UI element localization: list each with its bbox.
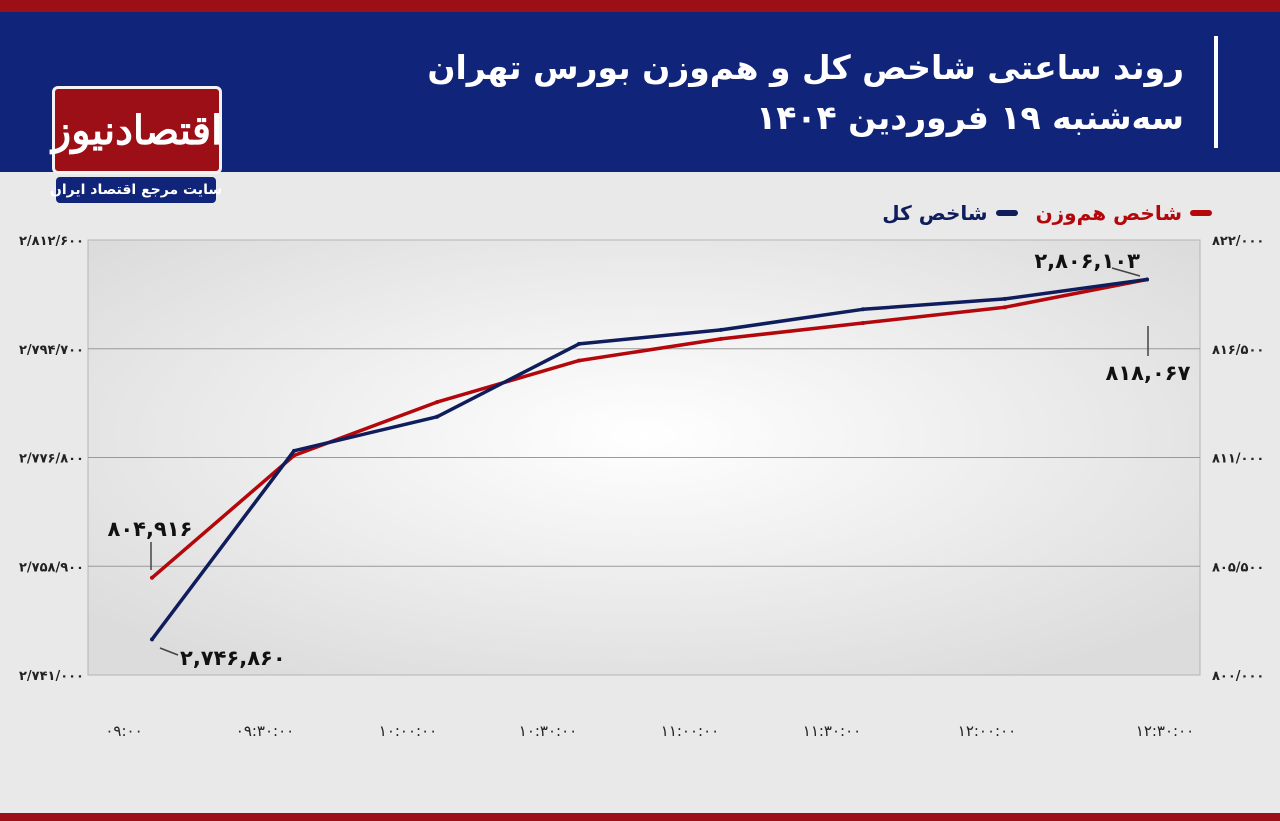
data-point (1145, 277, 1149, 282)
x-tick-label: ۱۰:۳۰:۰۰ (519, 722, 577, 740)
top-accent-strip (0, 0, 1280, 12)
bottom-accent-strip (0, 813, 1280, 821)
x-tick-label: ۰۹:۳۰:۰۰ (236, 722, 294, 740)
y-left-tick-label: ۲/۸۱۲/۶۰۰ (19, 234, 84, 249)
data-point (1003, 296, 1007, 301)
y-left-tick-label: ۲/۷۵۸/۹۰۰ (19, 560, 84, 575)
annotation-leader (1111, 267, 1141, 277)
data-point (435, 400, 439, 405)
y-left-tick-label: ۲/۷۹۴/۷۰۰ (19, 343, 84, 358)
logo-text: اقتصادنیوز (51, 106, 223, 154)
data-point (861, 307, 865, 312)
y-left-tick-label: ۲/۷۷۶/۸۰۰ (19, 452, 84, 467)
grid-lines (88, 348, 1200, 567)
data-point (577, 358, 581, 363)
brand-logo: اقتصادنیوز (52, 86, 222, 174)
x-tick-label: ۱۱:۰۰:۰۰ (661, 722, 719, 740)
title-divider (1214, 36, 1218, 148)
data-point (1003, 305, 1007, 310)
y-right-tick-label: ۸۰۰/۰۰۰ (1212, 669, 1264, 684)
data-point (719, 327, 723, 332)
data-point (292, 448, 296, 453)
brand-tagline: سایت مرجع اقتصاد ایران (50, 177, 222, 203)
legend-label-total-index: شاخص کل (882, 201, 988, 225)
chart-legend: شاخص هم‌وزن شاخص کل (882, 201, 1212, 225)
y-right-tick-label: ۸۱۱/۰۰۰ (1212, 452, 1264, 467)
legend-item-total-index: شاخص کل (882, 201, 1018, 225)
data-point (719, 336, 723, 341)
legend-swatch-total-index (995, 210, 1018, 216)
x-tick-label: ۱۲:۰۰:۰۰ (958, 722, 1016, 740)
total-index-line (150, 277, 1149, 642)
data-label: ۸۱۸,۰۶۷ (1106, 361, 1191, 385)
data-point (577, 341, 581, 346)
data-point (435, 414, 439, 419)
x-tick-label: ۰۹:۰۰ (105, 722, 142, 740)
y-right-tick-label: ۸۲۲/۰۰۰ (1212, 234, 1264, 249)
data-point (150, 637, 154, 642)
data-label: ۲,۷۴۶,۸۶۰ (180, 646, 286, 670)
annotation-leader (159, 647, 179, 656)
data-annotations: ۲,۷۴۶,۸۶۰ ۲,۸۰۶,۱۰۳ ۸۰۴,۹۱۶ ۸۱۸,۰۶۷ (108, 249, 1191, 670)
x-tick-label: ۱۲:۳۰:۰۰ (1136, 722, 1194, 740)
x-tick-label: ۱۱:۳۰:۰۰ (803, 722, 861, 740)
legend-label-equal-weight: شاخص هم‌وزن (1035, 201, 1182, 225)
page-subtitle: سه‌شنبه ۱۹ فروردین ۱۴۰۴ (756, 98, 1184, 137)
legend-item-equal-weight: شاخص هم‌وزن (1036, 201, 1212, 225)
x-axis-ticks: ۰۹:۰۰ ۰۹:۳۰:۰۰ ۱۰:۰۰:۰۰ ۱۰:۳۰:۰۰ ۱۱:۰۰:۰۰ ۱۱:… (105, 722, 1194, 740)
y-right-tick-label: ۸۱۶/۵۰۰ (1212, 343, 1264, 358)
data-label: ۲,۸۰۶,۱۰۳ (1034, 249, 1140, 273)
right-axis-ticks: ۸۰۰/۰۰۰ ۸۰۵/۵۰۰ ۸۱۱/۰۰۰ ۸۱۶/۵۰۰ ۸۲۲/۰۰۰ (1212, 234, 1264, 684)
page-title: روند ساعتی شاخص کل و هم‌وزن بورس تهران (427, 48, 1184, 87)
data-point (861, 321, 865, 326)
y-right-tick-label: ۸۰۵/۵۰۰ (1212, 560, 1264, 575)
x-tick-label: ۱۰:۰۰:۰۰ (379, 722, 437, 740)
y-left-tick-label: ۲/۷۴۱/۰۰۰ (19, 669, 84, 684)
data-point (150, 575, 154, 580)
data-label: ۸۰۴,۹۱۶ (108, 517, 193, 541)
left-axis-ticks: ۲/۷۴۱/۰۰۰ ۲/۷۵۸/۹۰۰ ۲/۷۷۶/۸۰۰ ۲/۷۹۴/۷۰۰ ۲/۸۱… (19, 234, 84, 684)
legend-swatch-equal-weight (1190, 210, 1212, 216)
series-lines (150, 277, 1149, 642)
